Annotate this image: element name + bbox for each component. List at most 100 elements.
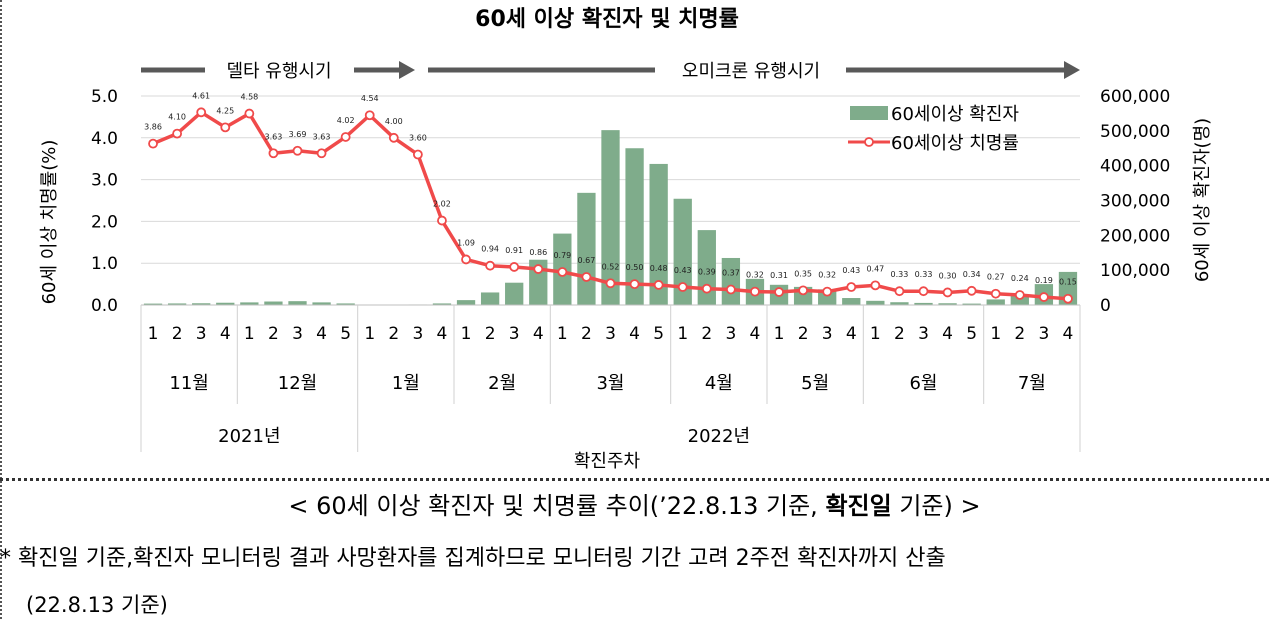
bar (697, 230, 716, 305)
line-point (822, 286, 833, 297)
legend-bar-swatch (850, 106, 888, 120)
bar (167, 303, 187, 305)
data-label: 0.35 (794, 269, 812, 278)
bar (625, 148, 644, 305)
data-label: 0.31 (770, 271, 788, 280)
data-label: 4.54 (361, 94, 379, 103)
week-label: 5 (966, 324, 977, 344)
week-label: 5 (653, 324, 664, 344)
data-label: 0.32 (746, 271, 764, 280)
bar (649, 163, 668, 305)
divider (0, 478, 1269, 481)
data-label: 0.24 (1011, 274, 1029, 283)
line-point (846, 282, 857, 292)
line-point (340, 132, 351, 142)
line-point (1038, 292, 1049, 302)
bar (192, 303, 211, 305)
week-label: 3 (725, 324, 736, 344)
year-label: 2022년 (688, 426, 750, 447)
line-point (485, 260, 496, 271)
left-tick-label: 3.0 (91, 171, 118, 191)
week-label: 1 (990, 324, 1001, 344)
x-axis-title: 확진주차 (574, 451, 641, 472)
month-label: 3월 (596, 373, 624, 394)
right-tick-label: 100,000 (1100, 261, 1170, 281)
data-label: 0.43 (674, 266, 692, 275)
line-point (220, 122, 231, 133)
bar (721, 257, 741, 305)
data-label: 3.63 (265, 132, 283, 141)
left-tick-label: 0.0 (91, 296, 118, 316)
month-label: 7월 (1018, 373, 1046, 394)
legend-line-marker (864, 137, 874, 147)
line-point (292, 145, 303, 156)
data-label: 3.60 (409, 134, 427, 143)
line-point (918, 286, 929, 297)
right-tick-label: 500,000 (1100, 122, 1170, 142)
line-point (629, 279, 640, 290)
footnote: * 확진일 기준,확진자 모니터링 결과 사망환자를 집계하므로 모니터링 기간… (0, 546, 946, 571)
line-point (677, 282, 688, 292)
data-label: 4.00 (385, 117, 403, 126)
data-label: 0.67 (578, 256, 596, 265)
line-point (316, 148, 327, 159)
chart-area: 60세 이상 확진자 및 치명률 델타 유행시기 오미크론 유행시기 3.86 4.… (39, 7, 1213, 472)
week-label: 4 (750, 324, 761, 344)
data-label: 0.37 (722, 269, 740, 278)
data-label: 0.19 (1035, 276, 1053, 285)
bar (216, 302, 235, 305)
data-label: 0.86 (529, 248, 547, 257)
line-point (268, 148, 279, 159)
month-label: 2월 (488, 373, 516, 394)
week-label: 3 (292, 324, 303, 344)
week-label: 3 (196, 324, 207, 344)
week-label: 3 (509, 324, 520, 344)
line-point (798, 285, 809, 296)
week-label: 4 (220, 324, 231, 344)
data-label: 2.02 (433, 200, 451, 209)
bar (914, 302, 933, 305)
line-point (1063, 293, 1073, 304)
week-label: 2 (894, 324, 905, 344)
line-point (725, 284, 736, 295)
right-tick-label: 0 (1100, 296, 1111, 316)
data-label: 0.94 (481, 245, 499, 254)
line-point (894, 286, 905, 297)
week-label: 3 (412, 324, 423, 344)
week-label: 1 (244, 324, 255, 344)
bar (577, 192, 596, 305)
week-label: 2 (1014, 324, 1025, 344)
week-label: 1 (364, 324, 375, 344)
right-tick-label: 300,000 (1100, 192, 1170, 212)
left-tick-label: 4.0 (91, 129, 118, 149)
data-label: 0.15 (1059, 278, 1077, 287)
bar (842, 298, 861, 305)
frame-border (0, 0, 2, 619)
line-point (509, 262, 520, 272)
axes: 0.0 1.0 2.0 3.0 4.0 5.0 0 100,000 200,000 300,000… (39, 87, 1213, 316)
right-axis-title: 60세 이상 확진자(명) (1192, 118, 1213, 282)
line-point (437, 215, 447, 226)
data-label: 1.09 (457, 238, 475, 247)
line-point (605, 278, 616, 289)
line-point (1014, 290, 1025, 300)
data-label: 3.86 (144, 123, 162, 132)
week-label: 2 (268, 324, 279, 344)
left-axis-title: 60세 이상 치명률(%) (39, 140, 60, 305)
right-tick-label: 200,000 (1100, 226, 1170, 246)
data-label: 0.34 (963, 270, 981, 279)
data-label: 0.50 (626, 263, 644, 272)
week-label: 4 (533, 324, 544, 344)
left-tick-label: 2.0 (91, 212, 118, 232)
data-label: 3.69 (289, 130, 307, 139)
data-label: 4.58 (240, 93, 258, 102)
caption-suffix: 기준) > (891, 492, 981, 520)
bar (962, 303, 981, 305)
bar (866, 300, 885, 305)
line-point (388, 132, 399, 143)
period-arrows: 델타 유행시기 오미크론 유행시기 (141, 61, 1080, 82)
month-label: 5월 (801, 373, 829, 394)
week-label: 4 (1063, 324, 1074, 344)
legend-line-label: 60세이상 치명률 (891, 133, 1019, 154)
line-point (412, 149, 423, 160)
